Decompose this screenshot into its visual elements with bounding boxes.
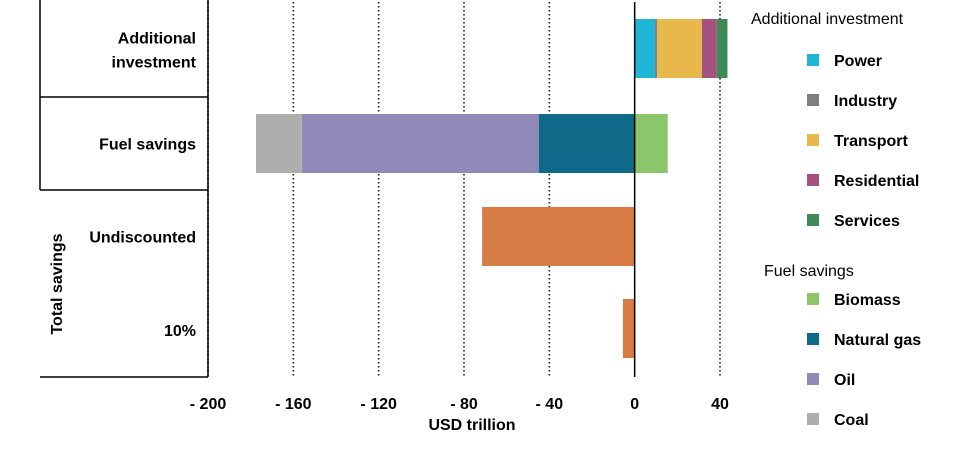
bar-fuel-savings-natural-gas xyxy=(538,114,635,173)
bar-additional-investment-industry xyxy=(654,19,658,78)
bar-marks xyxy=(256,19,728,358)
x-tick-label-0: - 200 xyxy=(190,396,227,413)
bar-additional-investment-services xyxy=(716,19,728,78)
legend-swatch-transport xyxy=(807,134,819,146)
legend-swatch-industry xyxy=(807,94,819,106)
total-savings-group-label: Total savings xyxy=(49,233,66,334)
legend-label-industry: Industry xyxy=(834,93,897,110)
category-label-line: investment xyxy=(112,55,197,72)
x-tick-label-3: - 80 xyxy=(450,396,478,413)
legend-label-residential: Residential xyxy=(834,173,919,190)
category-label-additional-investment: Additional investment xyxy=(112,31,197,72)
category-label-undiscounted: Undiscounted xyxy=(89,230,196,247)
category-label-line: 10% xyxy=(164,323,196,340)
legend-label-natural-gas: Natural gas xyxy=(834,332,921,349)
category-label-10pct: 10% xyxy=(164,323,196,340)
legend-label-services: Services xyxy=(834,213,900,230)
x-tick-label-1: - 160 xyxy=(275,396,312,413)
legend-swatch-coal xyxy=(807,413,819,425)
legend-group-title-fuel-savings: Fuel savings xyxy=(764,263,854,280)
category-label-fuel-savings: Fuel savings xyxy=(99,137,196,154)
bar-additional-investment-residential xyxy=(701,19,717,78)
legend-label-biomass: Biomass xyxy=(834,292,901,309)
legend-swatch-biomass xyxy=(807,293,819,305)
category-labels: Additional investment Fuel savings Undiscou… xyxy=(89,31,196,341)
legend-swatch-oil xyxy=(807,373,819,385)
x-tick-label-2: - 120 xyxy=(360,396,397,413)
legend-label-power: Power xyxy=(834,53,882,70)
category-label-line: Additional xyxy=(118,31,196,48)
x-tick-labels: - 200 - 160 - 120 - 80 - 40 0 40 xyxy=(190,396,729,413)
category-frame xyxy=(39,0,636,378)
legend: Additional investment Power Industry Transp… xyxy=(751,11,921,429)
legend-label-coal: Coal xyxy=(834,412,869,429)
bar-fuel-savings-oil xyxy=(301,114,539,173)
legend-label-transport: Transport xyxy=(834,133,908,150)
bar-undiscounted-total-savings xyxy=(482,207,635,266)
legend-group-title-additional-investment: Additional investment xyxy=(751,11,904,28)
category-label-line: Undiscounted xyxy=(89,230,196,247)
bar-fuel-savings-coal xyxy=(256,114,302,173)
bar-additional-investment-transport xyxy=(657,19,702,78)
bar-fuel-savings-biomass xyxy=(634,114,668,173)
category-label-line: Fuel savings xyxy=(99,137,196,154)
x-tick-label-4: - 40 xyxy=(536,396,564,413)
legend-swatch-natural-gas xyxy=(807,333,819,345)
x-axis-title: USD trillion xyxy=(428,417,515,434)
bar-10pct-total-savings xyxy=(622,299,635,358)
x-tick-label-6: 40 xyxy=(711,396,729,413)
legend-label-oil: Oil xyxy=(834,372,855,389)
x-tick-label-5: 0 xyxy=(630,396,639,413)
bar-additional-investment-power xyxy=(634,19,655,78)
legend-swatch-residential xyxy=(807,174,819,186)
legend-swatch-power xyxy=(807,54,819,66)
legend-swatch-services xyxy=(807,214,819,226)
